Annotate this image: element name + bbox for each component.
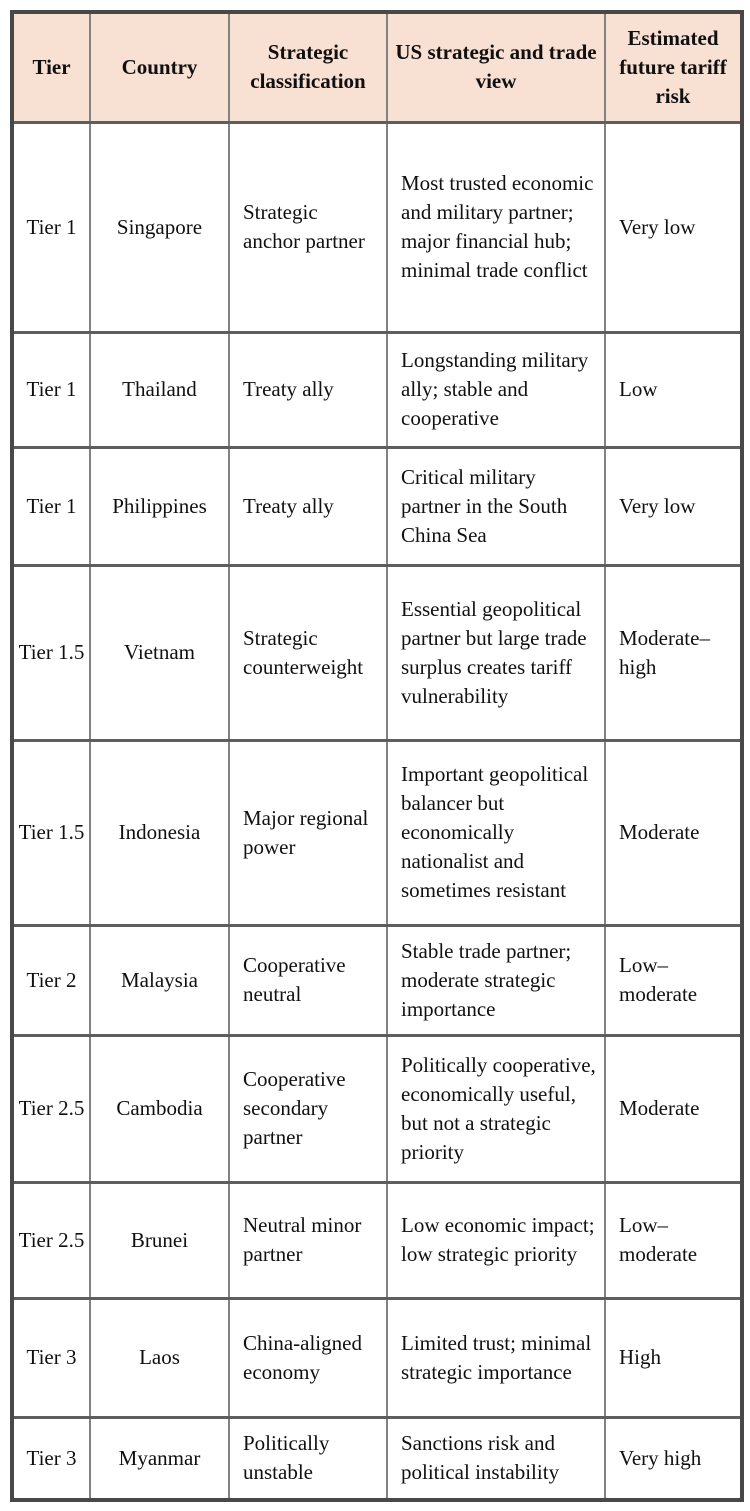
table-row: Tier 1 Singapore Strategic anchor partner M… xyxy=(11,120,743,334)
cell-country: Malaysia xyxy=(89,923,230,1037)
cell-classification: China-aligned economy xyxy=(228,1296,388,1419)
cell-view: Low economic impact; low strategic prior… xyxy=(386,1180,606,1300)
table-row: Tier 3 Laos China-aligned economy Limited t… xyxy=(11,1296,743,1419)
cell-classification: Politically unstable xyxy=(228,1415,388,1502)
cell-tier: Tier 2.5 xyxy=(11,1180,91,1300)
cell-country: Thailand xyxy=(89,330,230,449)
cell-classification: Major regional power xyxy=(228,738,388,927)
column-header-country: Country xyxy=(89,10,230,124)
table-row: Tier 2.5 Cambodia Cooperative secondary pa… xyxy=(11,1033,743,1184)
table-row: Tier 1 Thailand Treaty ally Longstanding mi… xyxy=(11,330,743,449)
cell-risk: Moderate xyxy=(604,738,743,927)
cell-country: Singapore xyxy=(89,120,230,334)
cell-classification: Treaty ally xyxy=(228,445,388,567)
cell-view: Politically coopera­tive, economically u… xyxy=(386,1033,606,1184)
cell-view: Important geopolit­ical balancer but eco… xyxy=(386,738,606,927)
column-header-risk: Estimated future tariff risk xyxy=(604,10,743,124)
cell-risk: Low xyxy=(604,330,743,449)
table-row: Tier 2 Malaysia Cooperative neutral Stable … xyxy=(11,923,743,1037)
cell-country: Philippines xyxy=(89,445,230,567)
cell-view: Most trusted economic and military partn… xyxy=(386,120,606,334)
cell-tier: Tier 1.5 xyxy=(11,563,91,742)
cell-tier: Tier 3 xyxy=(11,1296,91,1419)
cell-risk: Low–moderate xyxy=(604,1180,743,1300)
cell-country: Brunei xyxy=(89,1180,230,1300)
cell-tier: Tier 1.5 xyxy=(11,738,91,927)
cell-risk: Moderate–high xyxy=(604,563,743,742)
cell-classification: Neutral minor partner xyxy=(228,1180,388,1300)
cell-view: Stable trade partner; moderate strategic… xyxy=(386,923,606,1037)
cell-country: Myanmar xyxy=(89,1415,230,1502)
cell-view: Essential geopolit­ical partner but larg… xyxy=(386,563,606,742)
cell-tier: Tier 1 xyxy=(11,120,91,334)
table-row: Tier 3 Myanmar Politically unstable Sanctio… xyxy=(11,1415,743,1502)
table-header-row: Tier Country Strategic classification US st… xyxy=(11,10,743,124)
cell-tier: Tier 3 xyxy=(11,1415,91,1502)
table-row: Tier 1.5 Vietnam Strategic counterweight Es… xyxy=(11,563,743,742)
cell-risk: Low–moderate xyxy=(604,923,743,1037)
cell-view: Critical military partner in the South C… xyxy=(386,445,606,567)
cell-country: Indonesia xyxy=(89,738,230,927)
cell-risk: Very low xyxy=(604,445,743,567)
table-row: Tier 1 Philippines Treaty ally Critical mil… xyxy=(11,445,743,567)
country-tier-table: Tier Country Strategic classification US st… xyxy=(10,10,744,1502)
table-row: Tier 1.5 Indonesia Major regional power Imp… xyxy=(11,738,743,927)
cell-view: Sanctions risk and political instability xyxy=(386,1415,606,1502)
table-row: Tier 2.5 Brunei Neutral minor partner Low e… xyxy=(11,1180,743,1300)
cell-classification: Strategic counterweight xyxy=(228,563,388,742)
cell-risk: Very high xyxy=(604,1415,743,1502)
cell-risk: Very low xyxy=(604,120,743,334)
cell-classification: Strategic anchor partner xyxy=(228,120,388,334)
column-header-classification: Strategic classification xyxy=(228,10,388,124)
cell-classification: Treaty ally xyxy=(228,330,388,449)
cell-country: Laos xyxy=(89,1296,230,1419)
cell-tier: Tier 2.5 xyxy=(11,1033,91,1184)
cell-view: Limited trust; minimal strategic importa… xyxy=(386,1296,606,1419)
cell-risk: High xyxy=(604,1296,743,1419)
cell-risk: Moderate xyxy=(604,1033,743,1184)
cell-classification: Cooperative secondary partner xyxy=(228,1033,388,1184)
cell-tier: Tier 2 xyxy=(11,923,91,1037)
cell-tier: Tier 1 xyxy=(11,330,91,449)
cell-country: Cambodia xyxy=(89,1033,230,1184)
cell-classification: Cooperative neutral xyxy=(228,923,388,1037)
cell-country: Vietnam xyxy=(89,563,230,742)
column-header-tier: Tier xyxy=(11,10,91,124)
column-header-view: US strategic and trade view xyxy=(386,10,606,124)
country-tier-table-container: Tier Country Strategic classification US st… xyxy=(10,10,744,1502)
cell-tier: Tier 1 xyxy=(11,445,91,567)
cell-view: Longstanding military ally; stable and c… xyxy=(386,330,606,449)
